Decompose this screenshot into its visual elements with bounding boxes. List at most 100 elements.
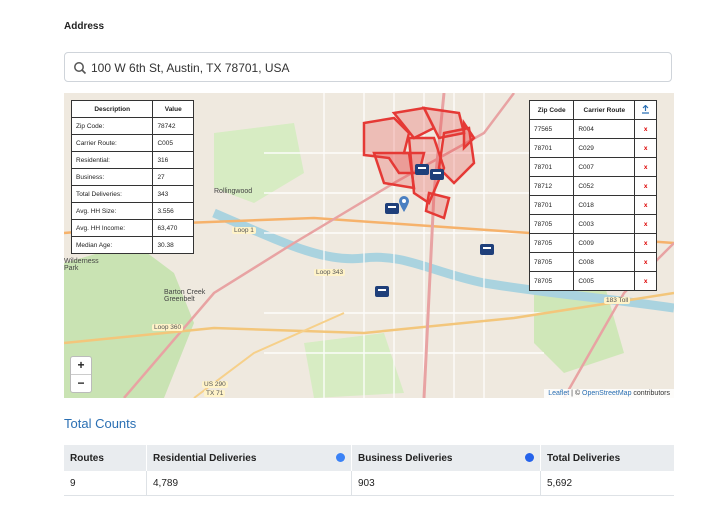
search-icon	[74, 62, 87, 75]
totals-header-residential-label: Residential Deliveries	[153, 452, 257, 464]
info-row: Avg. HH Size: 3.556	[70, 202, 194, 220]
totals-table: Routes Residential Deliveries Business D…	[64, 445, 674, 496]
route-row[interactable]: 78712 C052 x	[528, 176, 657, 196]
info-row: Carrier Route: C005	[70, 134, 194, 152]
export-button[interactable]	[634, 100, 657, 120]
remove-route-button[interactable]: x	[634, 119, 657, 139]
location-pin-icon[interactable]	[398, 195, 410, 213]
remove-route-button[interactable]: x	[634, 252, 657, 272]
attribution-suffix: contributors	[631, 390, 670, 397]
map-label-wilderness: Wilderness Park	[64, 258, 99, 272]
carrier-route-table: Zip Code Carrier Route 77565 R004 x 78701 C…	[528, 100, 657, 291]
map-label-loop360: Loop 360	[152, 324, 184, 331]
route-zip: 78701	[528, 157, 575, 177]
check-icon[interactable]	[336, 453, 345, 462]
info-header-description: Description	[70, 100, 154, 118]
address-search[interactable]	[64, 52, 672, 82]
mailbox-marker-icon[interactable]	[414, 161, 430, 178]
totals-routes-value: 9	[64, 471, 147, 496]
route-header-carrier: Carrier Route	[573, 100, 636, 120]
route-row[interactable]: 78701 C029 x	[528, 138, 657, 158]
info-key: Median Age:	[70, 236, 154, 254]
route-carrier: C005	[573, 271, 636, 291]
route-zip: 78701	[528, 195, 575, 215]
check-icon[interactable]	[525, 453, 534, 462]
attribution-separator: | ©	[569, 390, 583, 397]
map-tiles[interactable]	[64, 93, 674, 398]
address-label: Address	[64, 21, 105, 32]
info-key: Total Deliveries:	[70, 185, 154, 203]
route-zip: 78705	[528, 214, 575, 234]
route-row[interactable]: 78701 C018 x	[528, 195, 657, 215]
info-value: 3.556	[152, 202, 194, 220]
mailbox-marker-icon[interactable]	[479, 241, 495, 258]
info-key: Carrier Route:	[70, 134, 154, 152]
info-value: 27	[152, 168, 194, 186]
route-info-table: Description Value Zip Code: 78742 Carrier…	[70, 100, 194, 254]
totals-total-value: 5,692	[540, 471, 674, 496]
totals-header-business: Business Deliveries	[351, 445, 541, 471]
info-row: Business: 27	[70, 168, 194, 186]
info-value: 316	[152, 151, 194, 169]
zoom-out-button[interactable]: −	[71, 374, 91, 392]
route-zip: 78705	[528, 233, 575, 253]
remove-route-button[interactable]: x	[634, 233, 657, 253]
route-row[interactable]: 78705 C008 x	[528, 252, 657, 272]
map-label-rollingwood: Rollingwood	[214, 188, 253, 195]
route-carrier: C052	[573, 176, 636, 196]
route-carrier: R004	[573, 119, 636, 139]
upload-icon	[642, 104, 650, 114]
info-key: Avg. HH Income:	[70, 219, 154, 237]
info-row: Total Deliveries: 343	[70, 185, 194, 203]
map-attribution: Leaflet | © OpenStreetMap contributors	[544, 389, 674, 398]
route-row[interactable]: 78705 C009 x	[528, 233, 657, 253]
info-row: Median Age: 30.38	[70, 236, 194, 254]
route-carrier: C009	[573, 233, 636, 253]
route-carrier: C003	[573, 214, 636, 234]
map-label-us290: US 290	[202, 381, 228, 388]
zoom-control: + −	[70, 356, 92, 393]
route-carrier: C008	[573, 252, 636, 272]
info-value: 78742	[152, 117, 194, 135]
remove-route-button[interactable]: x	[634, 195, 657, 215]
map-label-loop1: Loop 1	[232, 227, 256, 234]
mailbox-marker-icon[interactable]	[384, 200, 400, 217]
totals-header-business-label: Business Deliveries	[358, 452, 453, 464]
leaflet-link[interactable]: Leaflet	[548, 390, 570, 397]
route-row[interactable]: 78705 C005 x	[528, 271, 657, 291]
info-header-value: Value	[152, 100, 194, 118]
info-row: Avg. HH Income: 63,470	[70, 219, 194, 237]
info-key: Zip Code:	[70, 117, 154, 135]
info-row: Residential: 316	[70, 151, 194, 169]
remove-route-button[interactable]: x	[634, 157, 657, 177]
map-label-183toll: 183 Toll	[604, 297, 631, 304]
route-carrier: C018	[573, 195, 636, 215]
zoom-in-button[interactable]: +	[77, 358, 85, 372]
map-label-loop343: Loop 343	[314, 269, 346, 276]
route-zip: 78705	[528, 271, 575, 291]
info-row: Zip Code: 78742	[70, 117, 194, 135]
route-map[interactable]: Rollingwood Loop 1 Loop 343 Loop 360 183…	[64, 93, 674, 398]
remove-route-button[interactable]: x	[634, 271, 657, 291]
info-key: Avg. HH Size:	[70, 202, 154, 220]
route-zip: 78705	[528, 252, 575, 272]
route-row[interactable]: 78701 C007 x	[528, 157, 657, 177]
map-label-tx71: TX 71	[204, 390, 226, 397]
mailbox-marker-icon[interactable]	[374, 283, 390, 300]
info-value: 343	[152, 185, 194, 203]
remove-route-button[interactable]: x	[634, 214, 657, 234]
totals-business-value: 903	[351, 471, 541, 496]
totals-header-routes: Routes	[64, 445, 147, 471]
remove-route-button[interactable]: x	[634, 176, 657, 196]
route-row[interactable]: 77565 R004 x	[528, 119, 657, 139]
info-key: Business:	[70, 168, 154, 186]
mailbox-marker-icon[interactable]	[429, 166, 445, 183]
address-input[interactable]	[89, 56, 653, 80]
route-zip: 77565	[528, 119, 575, 139]
route-row[interactable]: 78705 C003 x	[528, 214, 657, 234]
map-label-barton: Barton Creek Greenbelt	[164, 289, 206, 303]
totals-residential-value: 4,789	[146, 471, 352, 496]
remove-route-button[interactable]: x	[634, 138, 657, 158]
osm-link[interactable]: OpenStreetMap	[582, 390, 632, 397]
route-zip: 78701	[528, 138, 575, 158]
